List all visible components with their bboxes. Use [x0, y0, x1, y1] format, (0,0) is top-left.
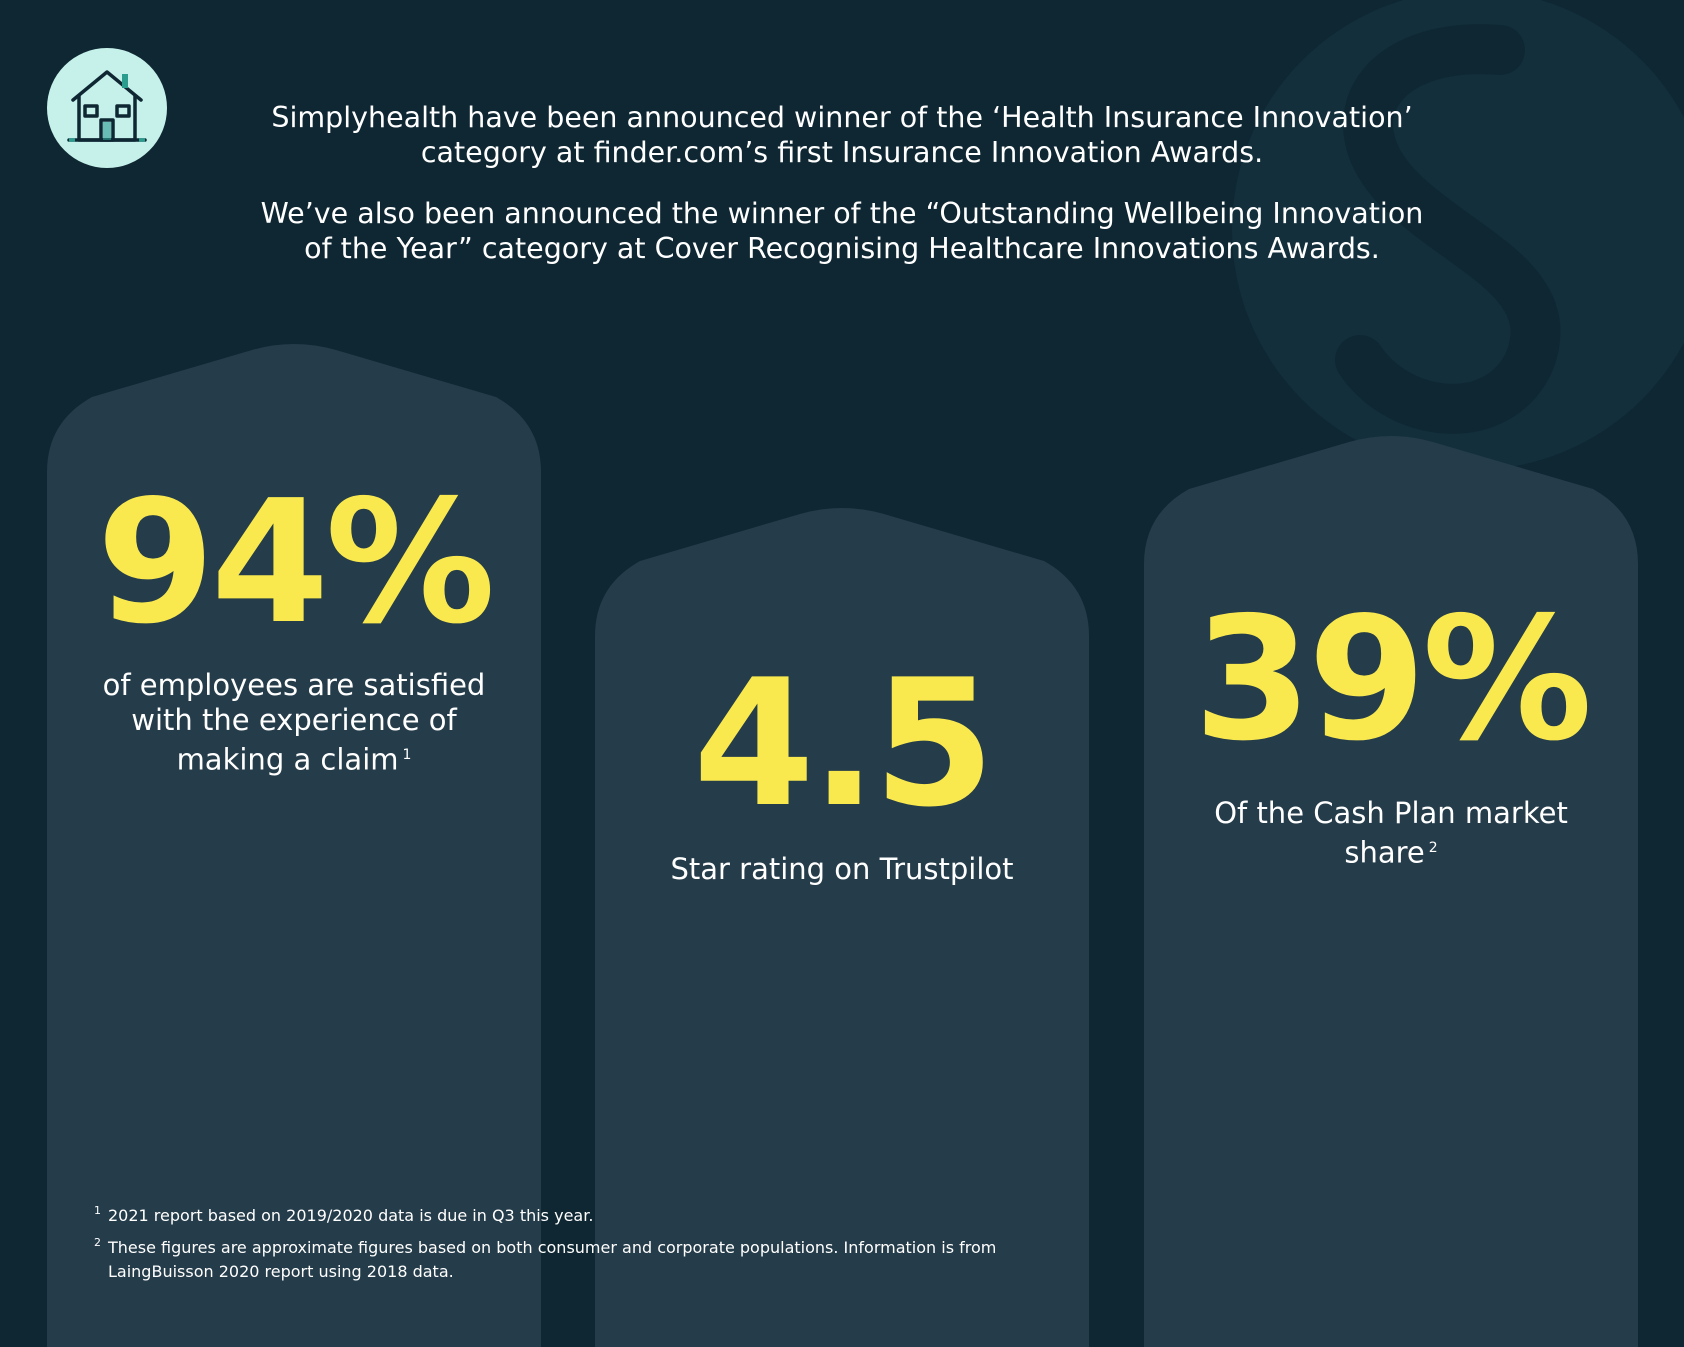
stat-pillar-satisfaction [47, 342, 541, 1347]
award-announcement-cover: We’ve also been announced the winner of … [260, 197, 1424, 265]
footnote-2: 2 These figures are approximate figures … [94, 1236, 1014, 1284]
stat-pillar-trustpilot [595, 506, 1089, 1347]
footnote-text: These figures are approximate figures ba… [108, 1238, 997, 1281]
stat-value-market-share: 39% [1193, 581, 1593, 779]
footnote-1: 1 2021 report based on 2019/2020 data is… [94, 1204, 1014, 1228]
house-badge [47, 48, 167, 168]
stat-label-trustpilot: Star rating on Trustpilot [622, 852, 1062, 887]
footnote-mark: 1 [94, 1204, 101, 1217]
footnotes: 1 2021 report based on 2019/2020 data is… [94, 1204, 1014, 1292]
stat-value-trustpilot: 4.5 [692, 643, 995, 846]
award-announcement-finder: Simplyhealth have been announced winner … [271, 101, 1413, 169]
stat-label-market-share: Of the Cash Plan market share 2 [1171, 796, 1611, 871]
stat-pillar-market-share [1144, 434, 1638, 1347]
stat-label-text: Star rating on Trustpilot [670, 852, 1014, 886]
footnote-mark: 2 [94, 1236, 101, 1249]
stat-label-text: Of the Cash Plan market share [1214, 796, 1568, 870]
house-icon [67, 70, 147, 142]
stat-value-satisfaction: 94% [96, 464, 496, 662]
footnote-ref: 2 [1428, 840, 1438, 856]
stat-label-satisfaction: of employees are satisfied with the expe… [74, 668, 514, 778]
stat-label-text: of employees are satisfied with the expe… [102, 668, 486, 777]
footnote-text: 2021 report based on 2019/2020 data is d… [108, 1206, 594, 1225]
footnote-ref: 1 [402, 747, 412, 763]
